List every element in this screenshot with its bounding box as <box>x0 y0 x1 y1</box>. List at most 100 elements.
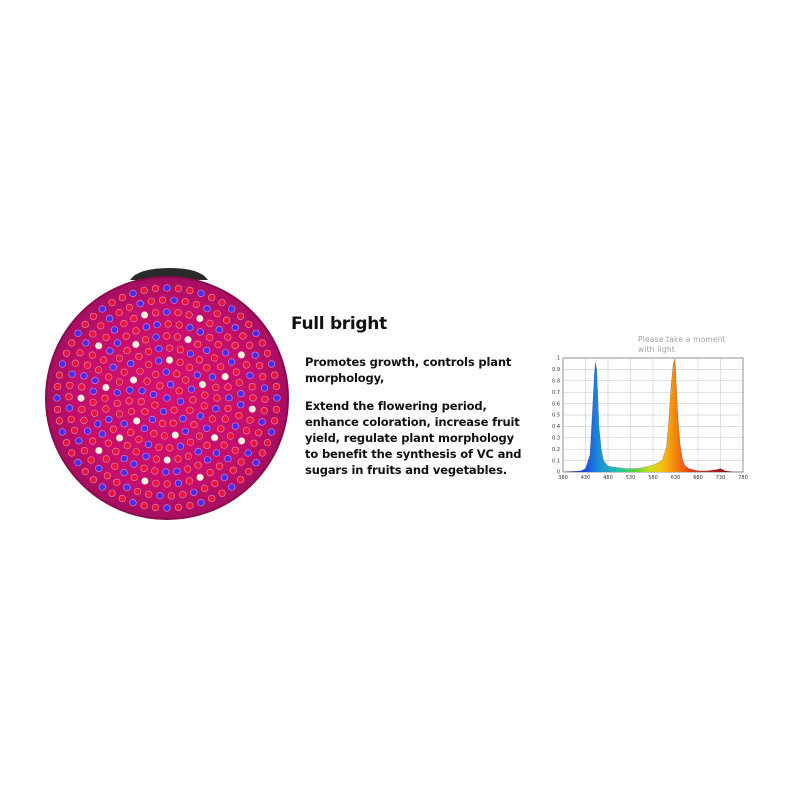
led <box>197 289 205 298</box>
led <box>129 499 137 507</box>
led <box>163 332 171 340</box>
led <box>173 370 181 378</box>
led <box>67 415 75 423</box>
led <box>163 284 171 292</box>
led <box>229 466 237 474</box>
led <box>197 499 205 507</box>
led <box>113 339 122 347</box>
led <box>78 405 86 414</box>
led <box>53 394 61 402</box>
led <box>130 460 138 468</box>
led <box>231 422 239 430</box>
led <box>173 467 181 475</box>
led <box>174 455 182 463</box>
led <box>195 356 203 364</box>
led <box>89 398 97 406</box>
led <box>163 308 171 316</box>
led <box>152 479 160 487</box>
led <box>237 390 245 398</box>
led <box>268 360 276 368</box>
led <box>231 341 239 350</box>
led <box>109 425 117 433</box>
y-tick-label: 0.8 <box>552 379 560 385</box>
led <box>134 487 142 496</box>
led <box>212 405 220 413</box>
led <box>127 360 135 368</box>
led <box>130 473 138 482</box>
led <box>144 348 153 356</box>
y-tick-label: 0.7 <box>552 390 560 396</box>
led <box>132 327 140 335</box>
led <box>235 412 243 420</box>
led <box>111 462 119 470</box>
y-tick-label: 0.9 <box>552 367 560 373</box>
led <box>258 418 266 426</box>
led <box>211 479 219 488</box>
led <box>213 310 221 318</box>
x-tick-label: 430 <box>581 475 591 481</box>
led <box>221 415 229 423</box>
led <box>231 446 239 454</box>
led <box>239 332 247 340</box>
led <box>151 467 159 475</box>
led <box>140 502 148 510</box>
led <box>80 372 88 380</box>
led <box>75 437 83 445</box>
led <box>89 330 97 338</box>
led <box>194 461 202 469</box>
led <box>110 326 119 334</box>
led <box>196 473 204 482</box>
led <box>132 448 140 456</box>
led <box>189 396 197 404</box>
led <box>99 356 108 364</box>
led <box>194 340 202 348</box>
led <box>228 358 236 366</box>
led <box>201 484 209 493</box>
led <box>80 447 88 455</box>
led <box>135 435 143 444</box>
led <box>237 351 245 359</box>
led <box>237 401 245 409</box>
led <box>132 340 140 349</box>
led <box>151 285 160 293</box>
led <box>108 489 116 497</box>
led <box>120 368 128 376</box>
led <box>148 415 156 424</box>
led <box>166 444 174 452</box>
led <box>184 452 192 460</box>
led <box>248 383 256 391</box>
led <box>103 472 111 480</box>
led <box>133 417 141 425</box>
led <box>224 333 232 341</box>
led <box>245 468 253 476</box>
led <box>255 429 263 437</box>
x-tick-label: 580 <box>648 475 658 481</box>
led <box>123 442 131 450</box>
led <box>89 387 97 395</box>
led <box>186 406 194 414</box>
led <box>143 377 151 385</box>
led <box>115 308 123 317</box>
led <box>259 373 267 381</box>
led <box>123 483 131 492</box>
led <box>98 483 106 491</box>
led <box>211 434 219 442</box>
led <box>147 297 155 305</box>
led <box>186 324 194 332</box>
led <box>184 465 192 473</box>
led <box>176 358 184 366</box>
led <box>65 393 73 401</box>
led <box>145 361 153 369</box>
led <box>258 339 266 347</box>
led <box>196 328 204 336</box>
chart-caption: Please take a moment with light <box>638 335 726 354</box>
led <box>196 314 204 323</box>
led <box>136 300 144 308</box>
led <box>144 440 153 449</box>
led <box>71 359 79 367</box>
led <box>70 426 79 434</box>
led <box>53 405 62 414</box>
led <box>162 368 170 376</box>
led <box>159 296 167 304</box>
led <box>53 382 62 391</box>
